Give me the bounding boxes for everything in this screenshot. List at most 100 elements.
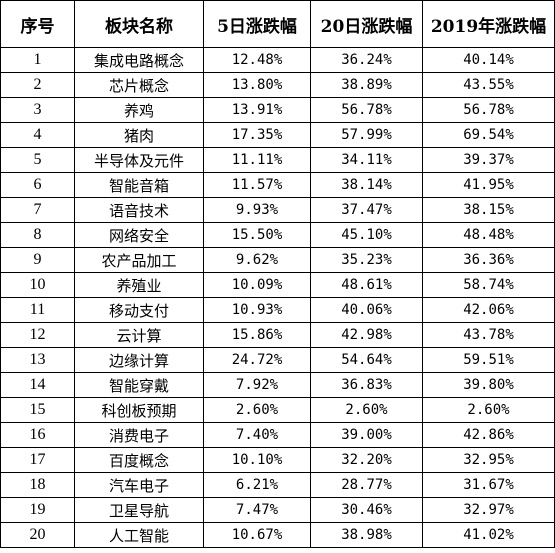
change-5d-cell: 11.57% bbox=[203, 172, 311, 198]
table-row: 20 人工智能 10.67% 38.98% 41.02% bbox=[0, 522, 555, 548]
table-row: 19 卫星导航 7.47% 30.46% 32.97% bbox=[0, 497, 555, 523]
change-5d-cell: 7.47% bbox=[203, 497, 311, 523]
header-5d-change: 5日涨跌幅 bbox=[203, 0, 311, 48]
table-row: 5 半导体及元件 11.11% 34.11% 39.37% bbox=[0, 147, 555, 173]
change-5d-cell: 6.21% bbox=[203, 472, 311, 498]
table-row: 16 消费电子 7.40% 39.00% 42.86% bbox=[0, 422, 555, 448]
change-20d-cell: 32.20% bbox=[310, 447, 423, 473]
row-index-cell: 10 bbox=[0, 272, 75, 298]
row-index-cell: 1 bbox=[0, 47, 75, 73]
change-2019-cell: 48.48% bbox=[422, 222, 555, 248]
sector-name-cell: 农产品加工 bbox=[74, 247, 204, 273]
change-20d-cell: 42.98% bbox=[310, 322, 423, 348]
change-5d-cell: 12.48% bbox=[203, 47, 311, 73]
table-row: 4 猪肉 17.35% 57.99% 69.54% bbox=[0, 122, 555, 148]
table-row: 17 百度概念 10.10% 32.20% 32.95% bbox=[0, 447, 555, 473]
change-5d-cell: 24.72% bbox=[203, 347, 311, 373]
change-20d-cell: 30.46% bbox=[310, 497, 423, 523]
table-row: 6 智能音箱 11.57% 38.14% 41.95% bbox=[0, 172, 555, 198]
table-row: 1 集成电路概念 12.48% 36.24% 40.14% bbox=[0, 47, 555, 73]
change-20d-cell: 36.83% bbox=[310, 372, 423, 398]
change-20d-cell: 28.77% bbox=[310, 472, 423, 498]
table-row: 13 边缘计算 24.72% 54.64% 59.51% bbox=[0, 347, 555, 373]
table-row: 2 芯片概念 13.80% 38.89% 43.55% bbox=[0, 72, 555, 98]
change-2019-cell: 59.51% bbox=[422, 347, 555, 373]
header-2019-change: 2019年涨跌幅 bbox=[422, 0, 555, 48]
change-20d-cell: 34.11% bbox=[310, 147, 423, 173]
change-2019-cell: 40.14% bbox=[422, 47, 555, 73]
change-5d-cell: 10.10% bbox=[203, 447, 311, 473]
row-index-cell: 15 bbox=[0, 397, 75, 423]
sector-name-cell: 芯片概念 bbox=[74, 72, 204, 98]
table-row: 14 智能穿戴 7.92% 36.83% 39.80% bbox=[0, 372, 555, 398]
change-5d-cell: 10.93% bbox=[203, 297, 311, 323]
change-5d-cell: 13.80% bbox=[203, 72, 311, 98]
sector-name-cell: 半导体及元件 bbox=[74, 147, 204, 173]
change-2019-cell: 2.60% bbox=[422, 397, 555, 423]
row-index-cell: 19 bbox=[0, 497, 75, 523]
row-index-cell: 9 bbox=[0, 247, 75, 273]
row-index-cell: 13 bbox=[0, 347, 75, 373]
table-row: 3 养鸡 13.91% 56.78% 56.78% bbox=[0, 97, 555, 123]
change-2019-cell: 41.95% bbox=[422, 172, 555, 198]
change-5d-cell: 9.62% bbox=[203, 247, 311, 273]
table-header: 序号 板块名称 5日涨跌幅 20日涨跌幅 2019年涨跌幅 bbox=[0, 0, 555, 48]
change-5d-cell: 9.93% bbox=[203, 197, 311, 223]
change-20d-cell: 40.06% bbox=[310, 297, 423, 323]
table-row: 12 云计算 15.86% 42.98% 43.78% bbox=[0, 322, 555, 348]
row-index-cell: 17 bbox=[0, 447, 75, 473]
change-2019-cell: 39.80% bbox=[422, 372, 555, 398]
change-5d-cell: 11.11% bbox=[203, 147, 311, 173]
row-index-cell: 7 bbox=[0, 197, 75, 223]
change-5d-cell: 10.09% bbox=[203, 272, 311, 298]
change-20d-cell: 38.89% bbox=[310, 72, 423, 98]
change-5d-cell: 10.67% bbox=[203, 522, 311, 548]
row-index-cell: 14 bbox=[0, 372, 75, 398]
sector-name-cell: 卫星导航 bbox=[74, 497, 204, 523]
change-20d-cell: 57.99% bbox=[310, 122, 423, 148]
change-20d-cell: 35.23% bbox=[310, 247, 423, 273]
sector-name-cell: 养殖业 bbox=[74, 272, 204, 298]
change-2019-cell: 31.67% bbox=[422, 472, 555, 498]
sector-name-cell: 汽车电子 bbox=[74, 472, 204, 498]
change-2019-cell: 32.97% bbox=[422, 497, 555, 523]
table-row: 9 农产品加工 9.62% 35.23% 36.36% bbox=[0, 247, 555, 273]
table-row: 18 汽车电子 6.21% 28.77% 31.67% bbox=[0, 472, 555, 498]
sector-name-cell: 语音技术 bbox=[74, 197, 204, 223]
change-2019-cell: 39.37% bbox=[422, 147, 555, 173]
sector-name-cell: 集成电路概念 bbox=[74, 47, 204, 73]
change-2019-cell: 58.74% bbox=[422, 272, 555, 298]
row-index-cell: 2 bbox=[0, 72, 75, 98]
header-20d-change: 20日涨跌幅 bbox=[310, 0, 423, 48]
change-5d-cell: 15.50% bbox=[203, 222, 311, 248]
change-20d-cell: 37.47% bbox=[310, 197, 423, 223]
change-2019-cell: 69.54% bbox=[422, 122, 555, 148]
row-index-cell: 16 bbox=[0, 422, 75, 448]
sector-name-cell: 人工智能 bbox=[74, 522, 204, 548]
change-2019-cell: 43.78% bbox=[422, 322, 555, 348]
row-index-cell: 11 bbox=[0, 297, 75, 323]
change-20d-cell: 39.00% bbox=[310, 422, 423, 448]
row-index-cell: 3 bbox=[0, 97, 75, 123]
table-body: 1 集成电路概念 12.48% 36.24% 40.14% 2 芯片概念 13.80% 38.8… bbox=[0, 47, 555, 548]
change-20d-cell: 56.78% bbox=[310, 97, 423, 123]
row-index-cell: 20 bbox=[0, 522, 75, 548]
change-20d-cell: 2.60% bbox=[310, 397, 423, 423]
change-5d-cell: 13.91% bbox=[203, 97, 311, 123]
header-index: 序号 bbox=[0, 0, 75, 48]
row-index-cell: 6 bbox=[0, 172, 75, 198]
header-sector-name: 板块名称 bbox=[74, 0, 204, 48]
change-20d-cell: 54.64% bbox=[310, 347, 423, 373]
sector-name-cell: 智能穿戴 bbox=[74, 372, 204, 398]
change-2019-cell: 38.15% bbox=[422, 197, 555, 223]
change-2019-cell: 32.95% bbox=[422, 447, 555, 473]
change-5d-cell: 7.40% bbox=[203, 422, 311, 448]
change-5d-cell: 15.86% bbox=[203, 322, 311, 348]
sector-name-cell: 猪肉 bbox=[74, 122, 204, 148]
row-index-cell: 12 bbox=[0, 322, 75, 348]
table-row: 10 养殖业 10.09% 48.61% 58.74% bbox=[0, 272, 555, 298]
change-20d-cell: 38.98% bbox=[310, 522, 423, 548]
table-row: 15 科创板预期 2.60% 2.60% 2.60% bbox=[0, 397, 555, 423]
sector-name-cell: 网络安全 bbox=[74, 222, 204, 248]
